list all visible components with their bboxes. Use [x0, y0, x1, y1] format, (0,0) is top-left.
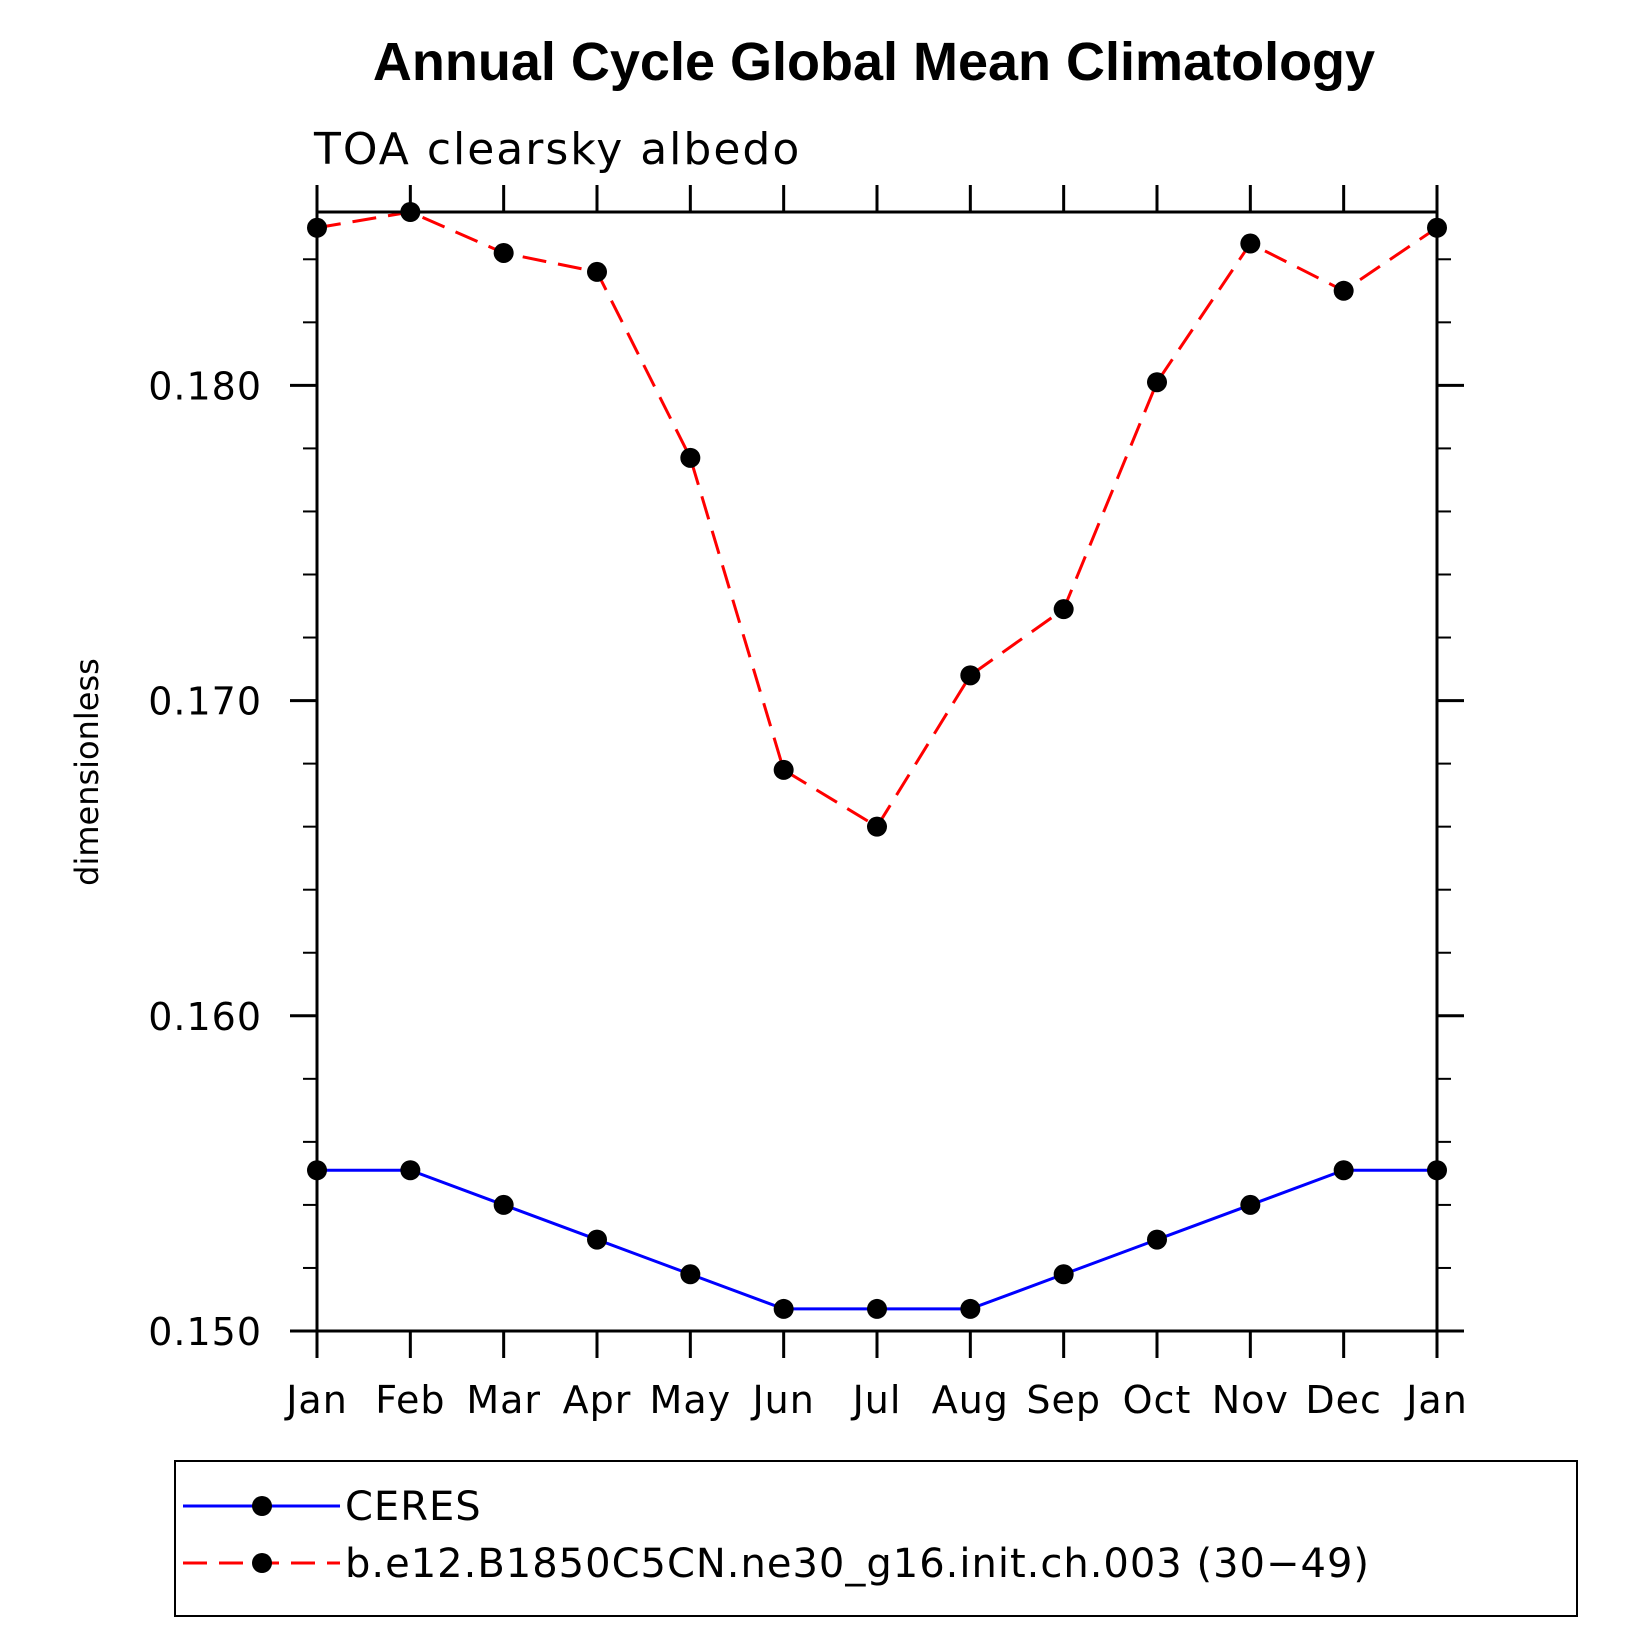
series-2-point	[1240, 233, 1261, 254]
series-2-point	[493, 242, 514, 263]
series-2-point	[1147, 372, 1167, 393]
series-1-point	[400, 1160, 421, 1181]
series-1-point	[1053, 1264, 1074, 1285]
legend-box	[174, 1460, 1578, 1617]
series-1-point	[1240, 1194, 1261, 1215]
x-tick-label: May	[650, 1378, 732, 1422]
x-tick-label: Jun	[750, 1378, 814, 1422]
chart-title: Annual Cycle Global Mean Climatology	[373, 32, 1375, 92]
series-line-2	[316, 210, 1438, 829]
series-1-point	[493, 1194, 514, 1215]
series-layer	[307, 202, 1447, 1319]
x-tick-label: Jan	[1404, 1378, 1468, 1422]
legend-marker-2	[252, 1553, 272, 1573]
y-tick-label: 0.150	[148, 1310, 262, 1354]
legend: CERES b.e12.B1850C5CN.ne30_g16.init.ch.00…	[174, 1460, 1578, 1617]
series-1-point	[1147, 1229, 1167, 1250]
x-tick-label: Dec	[1305, 1378, 1382, 1422]
series-1-point	[960, 1298, 981, 1319]
y-axis-label: dimensionless	[68, 658, 106, 886]
x-tick-label: Nov	[1212, 1378, 1289, 1422]
series-2-point	[960, 665, 981, 686]
x-tick-label: Apr	[563, 1378, 632, 1422]
x-tick-label: Jan	[284, 1378, 348, 1422]
axis-ticks	[290, 185, 1464, 1358]
x-tick-label: Aug	[932, 1378, 1009, 1422]
series-2-point	[773, 759, 794, 780]
series-1-point	[773, 1298, 794, 1319]
y-tick-label: 0.180	[148, 364, 262, 408]
series-1-point	[680, 1264, 701, 1285]
series-1-point	[587, 1229, 607, 1250]
legend-marker-1	[252, 1496, 272, 1516]
y-tick-label: 0.170	[148, 680, 262, 724]
x-tick-label: Mar	[466, 1378, 541, 1422]
series-2-point	[867, 816, 887, 837]
series-1-point	[1333, 1160, 1354, 1181]
x-tick-label: Jul	[851, 1378, 902, 1422]
series-2-point	[587, 261, 607, 282]
y-tick-label: 0.160	[148, 995, 262, 1039]
legend-entries: CERES b.e12.B1850C5CN.ne30_g16.init.ch.00…	[183, 1484, 1370, 1587]
legend-label-1: CERES	[345, 1484, 482, 1530]
plot-frame	[315, 210, 1439, 1333]
series-2-point	[1053, 599, 1074, 620]
legend-label-2: b.e12.B1850C5CN.ne30_g16.init.ch.003 (30…	[345, 1541, 1370, 1587]
series-2-point	[1333, 280, 1354, 301]
x-tick-label: Feb	[375, 1378, 445, 1422]
series-line-1	[317, 1168, 1437, 1311]
x-tick-label: Sep	[1026, 1378, 1101, 1422]
series-2-point	[680, 447, 701, 468]
chart-subtitle: TOA clearsky albedo	[313, 124, 801, 175]
x-tick-label: Oct	[1123, 1378, 1192, 1422]
series-1-point	[867, 1298, 887, 1319]
axis-tick-labels: Jan Feb Mar Apr May Jun Jul Aug Sep Oct Nov Dec Jan 0…	[148, 364, 1468, 1422]
